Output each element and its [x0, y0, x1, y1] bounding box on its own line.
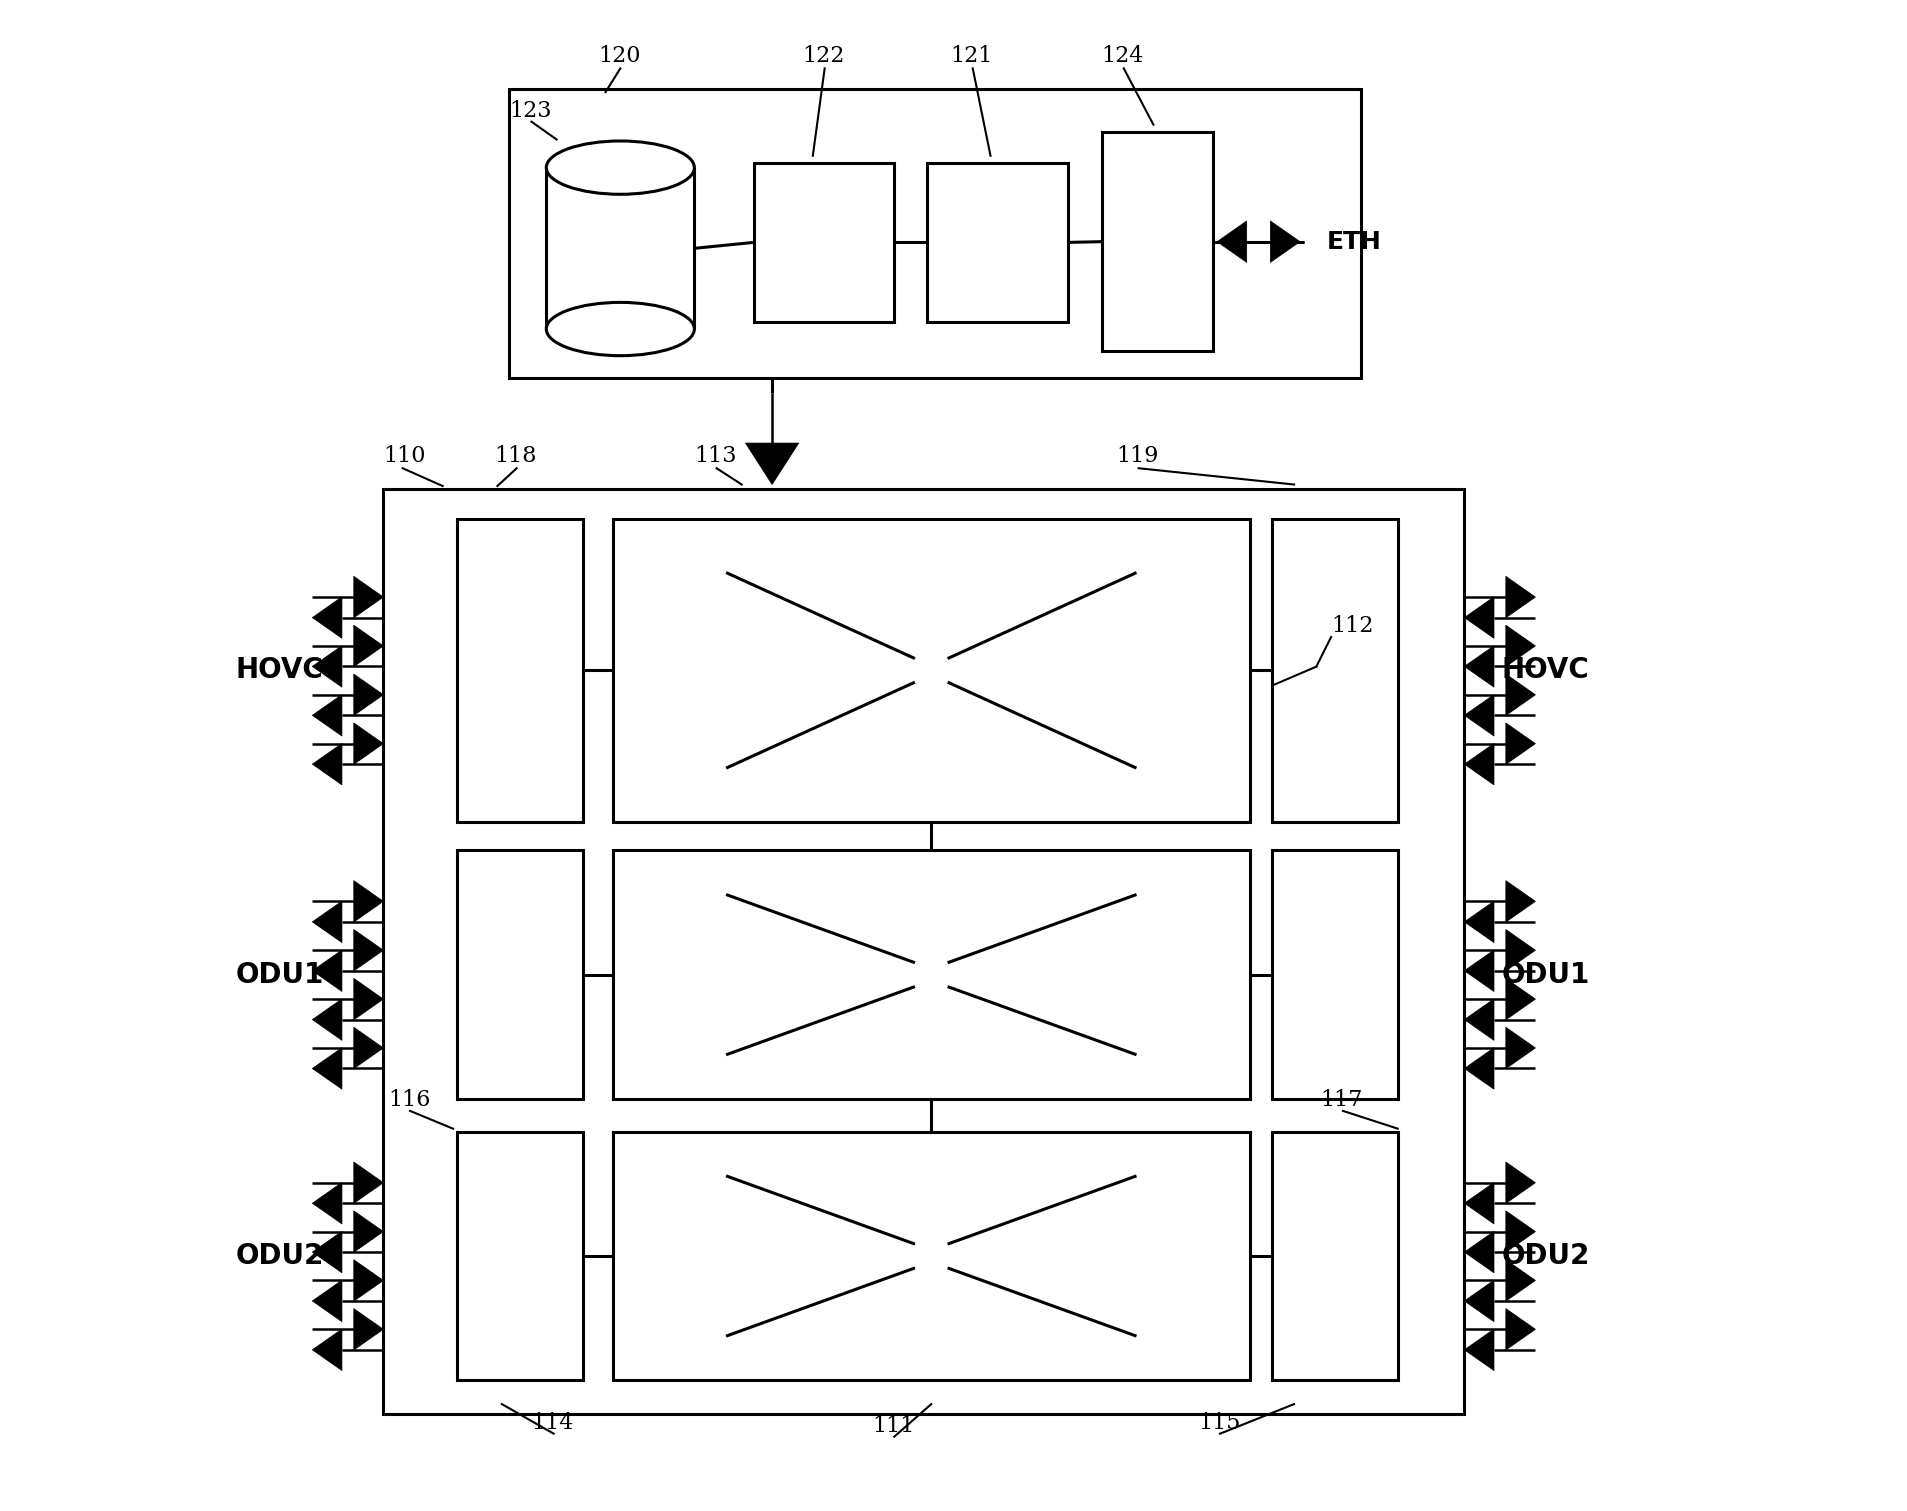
Polygon shape: [313, 999, 341, 1041]
Polygon shape: [1465, 950, 1493, 991]
Text: HOVC: HOVC: [1501, 656, 1589, 684]
Text: HOVC: HOVC: [235, 656, 322, 684]
Polygon shape: [313, 1183, 341, 1224]
Polygon shape: [355, 722, 383, 765]
Polygon shape: [1465, 999, 1493, 1041]
Polygon shape: [1465, 1231, 1493, 1272]
Polygon shape: [355, 626, 383, 666]
Ellipse shape: [545, 302, 694, 355]
Polygon shape: [1507, 1162, 1535, 1203]
Text: 112: 112: [1331, 615, 1373, 638]
Polygon shape: [1507, 881, 1535, 922]
Text: 111: 111: [871, 1414, 915, 1437]
Text: 113: 113: [694, 444, 736, 467]
Bar: [1272, 1132, 1398, 1381]
Polygon shape: [1507, 674, 1535, 716]
Text: ODU1: ODU1: [1501, 961, 1590, 988]
Bar: [509, 89, 1362, 378]
Text: 117: 117: [1322, 1089, 1364, 1111]
Ellipse shape: [545, 302, 694, 355]
Polygon shape: [1507, 1027, 1535, 1068]
Text: ODU2: ODU2: [235, 1242, 324, 1271]
Polygon shape: [1507, 626, 1535, 666]
Text: 119: 119: [1116, 444, 1159, 467]
Polygon shape: [1507, 978, 1535, 1020]
Text: 114: 114: [532, 1411, 574, 1434]
Text: ETH: ETH: [1327, 230, 1381, 254]
Polygon shape: [355, 1210, 383, 1253]
Polygon shape: [313, 1280, 341, 1322]
Polygon shape: [313, 743, 341, 784]
Polygon shape: [1507, 1260, 1535, 1301]
Bar: [612, 851, 1249, 1098]
Text: 124: 124: [1102, 45, 1144, 66]
Text: 115: 115: [1198, 1411, 1240, 1434]
Polygon shape: [746, 443, 799, 485]
Polygon shape: [1507, 576, 1535, 618]
Polygon shape: [1465, 901, 1493, 943]
Polygon shape: [313, 695, 341, 736]
Text: ODU1: ODU1: [235, 961, 324, 988]
Polygon shape: [313, 1330, 341, 1370]
Polygon shape: [1465, 1047, 1493, 1089]
Polygon shape: [1507, 722, 1535, 765]
Bar: [1272, 518, 1398, 822]
Bar: [458, 851, 584, 1098]
Polygon shape: [355, 1260, 383, 1301]
Bar: [1272, 851, 1398, 1098]
Text: 116: 116: [387, 1089, 431, 1111]
Polygon shape: [1465, 645, 1493, 688]
Polygon shape: [1465, 695, 1493, 736]
Polygon shape: [1507, 929, 1535, 972]
Polygon shape: [1465, 1330, 1493, 1370]
Text: ODU2: ODU2: [1501, 1242, 1590, 1271]
Polygon shape: [1270, 221, 1301, 263]
Polygon shape: [1217, 221, 1247, 263]
Text: 118: 118: [494, 444, 538, 467]
Polygon shape: [1465, 1280, 1493, 1322]
Polygon shape: [1465, 1183, 1493, 1224]
Bar: [612, 1132, 1249, 1381]
Polygon shape: [355, 1309, 383, 1349]
Polygon shape: [313, 645, 341, 688]
Bar: [458, 1132, 584, 1381]
Polygon shape: [1465, 743, 1493, 784]
Text: 121: 121: [950, 45, 994, 66]
Polygon shape: [355, 978, 383, 1020]
Polygon shape: [355, 576, 383, 618]
Bar: [927, 163, 1068, 322]
Polygon shape: [313, 1047, 341, 1089]
Text: 122: 122: [803, 45, 845, 66]
Polygon shape: [1507, 1210, 1535, 1253]
Polygon shape: [355, 1162, 383, 1203]
Polygon shape: [313, 597, 341, 638]
Bar: [458, 518, 584, 822]
Polygon shape: [355, 1027, 383, 1068]
Polygon shape: [355, 929, 383, 972]
Text: 120: 120: [599, 45, 641, 66]
Polygon shape: [1507, 1309, 1535, 1349]
Polygon shape: [313, 1231, 341, 1272]
Bar: [383, 490, 1465, 1414]
Polygon shape: [355, 881, 383, 922]
Bar: [612, 518, 1249, 822]
Bar: [1102, 131, 1213, 351]
Text: 110: 110: [383, 444, 425, 467]
Bar: [753, 163, 894, 322]
Polygon shape: [313, 901, 341, 943]
Polygon shape: [1465, 597, 1493, 638]
Polygon shape: [355, 674, 383, 716]
Text: 123: 123: [509, 100, 551, 122]
Ellipse shape: [545, 141, 694, 195]
Polygon shape: [313, 950, 341, 991]
